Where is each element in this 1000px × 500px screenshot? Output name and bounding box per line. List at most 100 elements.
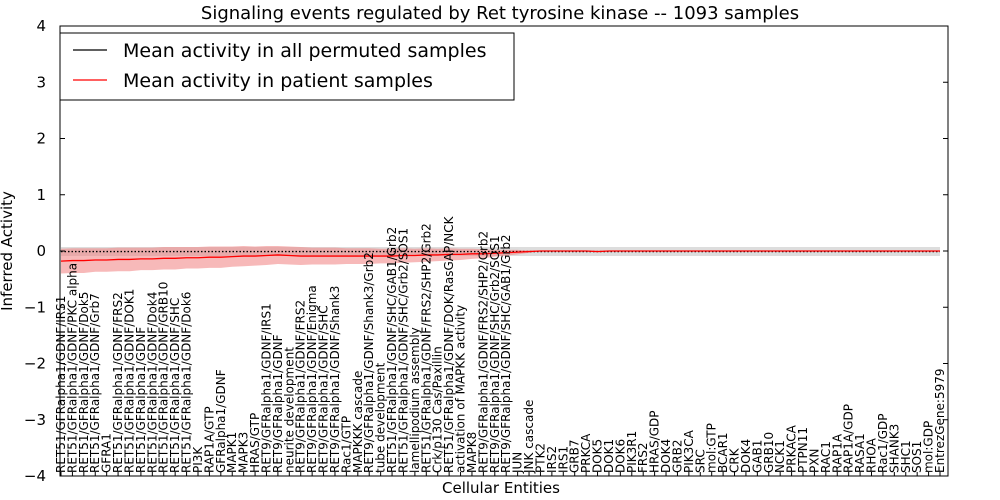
category-label: RET9/GFRalpha1/GDNF/Shank3/Grb2 bbox=[362, 252, 376, 473]
category-label: RAP1A/GTP bbox=[202, 406, 216, 473]
category-label: SHANK3 bbox=[887, 424, 901, 473]
chart-title: Signaling events regulated by Ret tyrosi… bbox=[201, 3, 799, 24]
y-tick-label: −3 bbox=[24, 411, 46, 429]
category-label: PTK2 bbox=[533, 443, 547, 473]
category-label: DOK5 bbox=[591, 439, 605, 473]
category-label: RET9/GFRalpha1/GDNF/IRS1 bbox=[259, 303, 273, 473]
category-label: RET9/GFRalpha1/GDNF/SHC/GAB1/Grb2 bbox=[499, 234, 513, 473]
category-label: RET51/GFRalpha1/GDNF/Dok4 bbox=[145, 292, 159, 473]
category-label: Rac1/GDP bbox=[876, 414, 890, 473]
y-tick-label: −2 bbox=[24, 355, 46, 373]
category-label: RET9/GFRalpha1/GDNF/SHC/Grb2/SOS1 bbox=[488, 235, 502, 473]
band-patient bbox=[61, 245, 940, 274]
category-label: RET51/GFRalpha1/GDNF/GRB10 bbox=[157, 282, 171, 473]
category-label: FRS2 bbox=[636, 443, 650, 474]
category-label: PIK3CA bbox=[682, 429, 696, 473]
category-label: RAP1A bbox=[830, 433, 844, 473]
category-label: IRS1 bbox=[556, 446, 570, 473]
category-label: NCK1 bbox=[773, 440, 787, 473]
category-label: HRAS/GTP bbox=[248, 413, 262, 473]
category-label: MAPK3 bbox=[237, 432, 251, 473]
category-label: lamellipodium assembly bbox=[408, 327, 422, 473]
series-lines bbox=[60, 250, 940, 262]
category-label: MAPKKK cascade bbox=[351, 371, 365, 473]
category-label: EntrezGene:5979 bbox=[933, 369, 947, 474]
legend-label-permuted: Mean activity in all permuted samples bbox=[123, 40, 486, 62]
y-tick-label: 2 bbox=[36, 130, 46, 148]
category-label: HRAS/GDP bbox=[648, 410, 662, 473]
category-label: PRKACA bbox=[785, 424, 799, 473]
category-label: RET51/GFRalpha1/GDNF/SHC/Grb2/SOS1 bbox=[396, 228, 410, 473]
category-label: GRB2 bbox=[670, 439, 684, 473]
category-label: RHOA bbox=[865, 437, 879, 473]
y-tick-label: 0 bbox=[36, 242, 46, 260]
category-label: PIK3R1 bbox=[625, 431, 639, 473]
legend-label-patient: Mean activity in patient samples bbox=[123, 70, 433, 92]
category-label: RET9/GFRalpha1/GDNF/Enigma bbox=[305, 285, 319, 473]
category-label: BCAR1 bbox=[716, 432, 730, 473]
category-label: GFRA1 bbox=[100, 433, 114, 473]
category-label: MAPK8 bbox=[465, 432, 479, 473]
category-label: GAB1 bbox=[750, 440, 764, 473]
y-tick-label: −4 bbox=[24, 467, 46, 485]
category-label: RET9/GFRalpha1/GDNF/FRS2/SHP2/Grb2 bbox=[476, 231, 490, 473]
confidence-bands bbox=[61, 245, 940, 274]
category-label: RASA1 bbox=[853, 433, 867, 473]
category-label: RAC1 bbox=[819, 441, 833, 473]
legend: Mean activity in all permuted samples Me… bbox=[59, 32, 515, 101]
category-label: SHC1 bbox=[899, 440, 913, 473]
category-label: RET51/GFRalpha1/GDNF/DOK/RasGAP/NCK bbox=[442, 215, 456, 473]
category-label: RET51/GFRalpha1/GDNF/FRS2 bbox=[111, 292, 125, 473]
category-label: IRS2 bbox=[545, 446, 559, 473]
category-label: SOS1 bbox=[910, 441, 924, 473]
y-axis-ticks: −4 −3 −2 −1 0 1 2 3 4 bbox=[24, 17, 948, 485]
y-tick-label: −1 bbox=[24, 298, 46, 316]
x-axis-label: Cellular Entities bbox=[442, 479, 560, 497]
category-label: RET9/GFRalpha1/GDNF/Shank3 bbox=[328, 286, 342, 473]
category-label: DOK6 bbox=[613, 439, 627, 473]
category-label: PI3K bbox=[191, 446, 205, 473]
category-label: JUN bbox=[511, 452, 525, 474]
plot-frame bbox=[59, 25, 949, 477]
y-tick-label: 1 bbox=[36, 186, 46, 204]
category-label: tube development bbox=[374, 362, 388, 473]
category-label: RET51/GFRalpha1/GDNF/Dok6 bbox=[180, 292, 194, 473]
category-label: Crk/p130 Cas/Paxillin bbox=[431, 346, 445, 473]
category-label: JNK cascade bbox=[522, 400, 536, 474]
category-label: RET51/GFRalpha1/GDNF/Dok5 bbox=[77, 292, 91, 473]
y-tick-label: 4 bbox=[36, 17, 46, 35]
category-label: CRK bbox=[728, 447, 742, 473]
category-label: RET51/GFRalpha1/GDNF/FRS2/SHP2/Grb2 bbox=[419, 223, 433, 473]
category-label: DOK4 bbox=[659, 439, 673, 473]
category-label: MAPK1 bbox=[225, 432, 239, 473]
category-label: RET51/GFRalpha1/GDNF/SHC bbox=[168, 298, 182, 473]
x-axis-ticks bbox=[60, 472, 941, 476]
category-label: neurite development bbox=[282, 347, 296, 473]
category-label: PTPN11 bbox=[796, 427, 810, 473]
category-label: RET51/GFRalpha1/GDNF bbox=[134, 327, 148, 473]
category-label: RET9/GFRalpha1/GDNF bbox=[271, 334, 285, 473]
category-label: RET51/GFRalpha1/GDNF/DOK1 bbox=[122, 289, 136, 473]
category-label: RAP1A/GDP bbox=[842, 404, 856, 473]
category-label: DOK1 bbox=[602, 439, 616, 473]
category-label: PRKCA bbox=[579, 433, 593, 473]
series-line-patient bbox=[60, 250, 940, 262]
category-label: GFRalpha1/GDNF bbox=[214, 369, 228, 473]
category-label: activation of MAPKK activity bbox=[454, 305, 468, 473]
category-label: PXN bbox=[807, 449, 821, 473]
category-labels: RET51/GFRalpha1/GDNF/IRS1RET51/GFRalpha1… bbox=[54, 215, 947, 474]
y-tick-label: 3 bbox=[36, 73, 46, 91]
category-label: SRC bbox=[693, 449, 707, 473]
category-label: RET51/GFRalpha1/GDNF/Grb7 bbox=[88, 293, 102, 473]
category-label: Rac1/GTP bbox=[339, 416, 353, 473]
category-label: GRB7 bbox=[568, 439, 582, 473]
category-label: RET9/GFRalpha1/GDNF/FRS2 bbox=[294, 300, 308, 473]
category-label: mol:GTP bbox=[705, 423, 719, 473]
category-label: RET51/GFRalpha1/GDNF/SHC/GAB1/Grb2 bbox=[385, 227, 399, 473]
category-label: DOK4 bbox=[739, 439, 753, 473]
category-label: RET9/GFRalpha1/GDNF/SHC bbox=[317, 305, 331, 473]
category-label: GRB10 bbox=[762, 432, 776, 473]
legend-box bbox=[59, 32, 515, 101]
y-axis-label: Inferred Activity bbox=[0, 191, 16, 311]
